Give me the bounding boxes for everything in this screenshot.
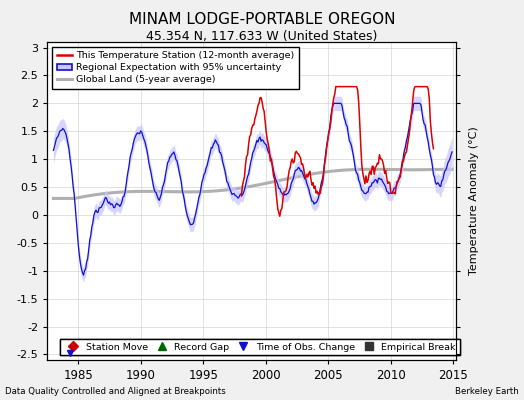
Text: MINAM LODGE-PORTABLE OREGON: MINAM LODGE-PORTABLE OREGON [129, 12, 395, 27]
Y-axis label: Temperature Anomaly (°C): Temperature Anomaly (°C) [469, 127, 479, 275]
Text: Berkeley Earth: Berkeley Earth [455, 387, 519, 396]
Legend: Station Move, Record Gap, Time of Obs. Change, Empirical Break: Station Move, Record Gap, Time of Obs. C… [60, 339, 460, 355]
Text: 45.354 N, 117.633 W (United States): 45.354 N, 117.633 W (United States) [146, 30, 378, 43]
Text: Data Quality Controlled and Aligned at Breakpoints: Data Quality Controlled and Aligned at B… [5, 387, 226, 396]
